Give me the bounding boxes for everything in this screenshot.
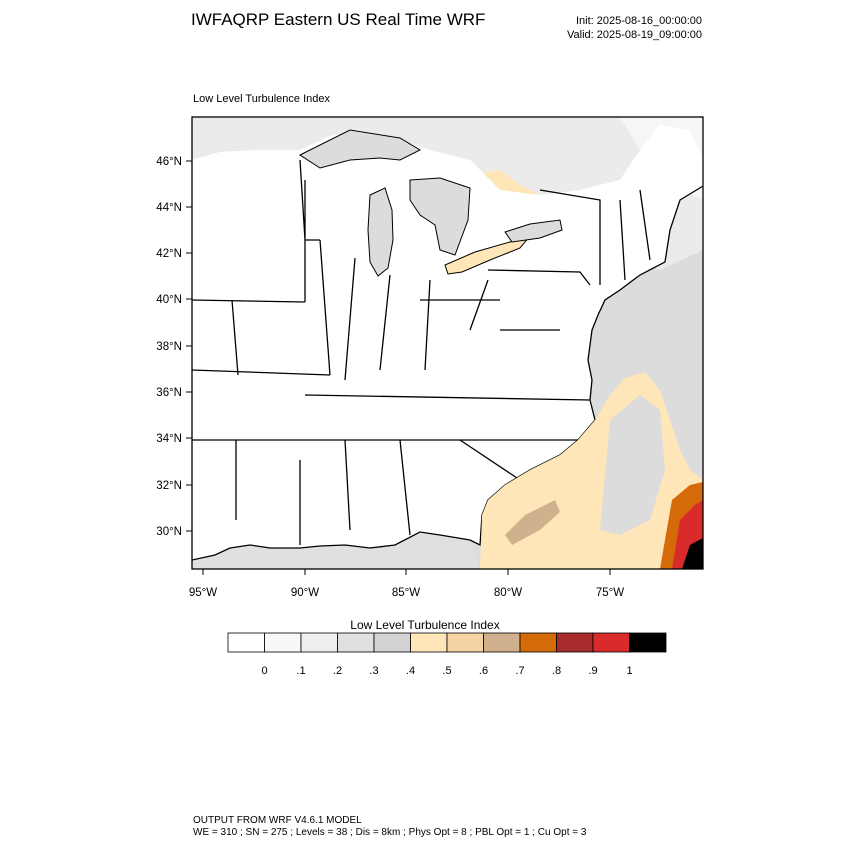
lat-label: 30°N bbox=[156, 526, 182, 538]
lon-label: 90°W bbox=[291, 587, 319, 599]
gulf-stream-grey bbox=[600, 395, 665, 535]
lat-label: 38°N bbox=[156, 341, 182, 353]
map-subtitle: Low Level Turbulence Index bbox=[193, 93, 330, 105]
lat-label: 46°N bbox=[156, 156, 182, 168]
colorbar-swatch bbox=[264, 632, 302, 653]
black-core bbox=[682, 538, 703, 569]
colorbar-tick-label: .1 bbox=[296, 665, 305, 677]
map-frame bbox=[191, 116, 704, 570]
lake-huron bbox=[409, 177, 471, 256]
latitude-axis: 46°N 44°N 42°N 40°N 38°N 36°N 34°N 32°N 30°N bbox=[156, 156, 192, 538]
lon-label: 95°W bbox=[189, 587, 217, 599]
lon-label: 80°W bbox=[494, 587, 522, 599]
colorbar-swatch bbox=[629, 632, 667, 653]
footer-line-2: WE = 310 ; SN = 275 ; Levels = 38 ; Dis … bbox=[193, 827, 587, 838]
colorbar-swatch bbox=[227, 632, 265, 653]
colorbar-tick-label: .6 bbox=[479, 665, 488, 677]
colorbar-tick-label: .8 bbox=[552, 665, 561, 677]
colorbar-tick-label: .5 bbox=[442, 665, 451, 677]
lon-label: 85°W bbox=[392, 587, 420, 599]
init-time: Init: 2025-08-16_00:00:00 bbox=[576, 15, 702, 27]
colorbar: 0 .1 .2 .3 .4 .5 .6 .7 .8 .9 1 bbox=[227, 632, 667, 677]
lat-label: 42°N bbox=[156, 248, 182, 260]
model-footer: OUTPUT FROM WRF V4.6.1 MODEL WE = 310 ; … bbox=[193, 815, 586, 839]
colorbar-tick-label: .7 bbox=[515, 665, 524, 677]
map-plot-area bbox=[192, 117, 703, 569]
lake-michigan bbox=[367, 187, 394, 277]
colorbar-swatch bbox=[483, 632, 521, 653]
footer-line-1: OUTPUT FROM WRF V4.6.1 MODEL bbox=[193, 815, 362, 826]
colorbar-swatch bbox=[337, 632, 375, 653]
offshore-brown-patch bbox=[505, 500, 560, 545]
page-title: IWFAQRP Eastern US Real Time WRF bbox=[191, 10, 486, 29]
colorbar-tick-label: .4 bbox=[406, 665, 415, 677]
state-boundaries bbox=[192, 159, 651, 545]
north-field bbox=[192, 117, 703, 270]
colorbar-swatch bbox=[592, 632, 630, 653]
valid-time: Valid: 2025-08-19_09:00:00 bbox=[567, 29, 702, 41]
colorbar-tick-label: 0 bbox=[261, 665, 267, 677]
lake-superior bbox=[298, 129, 422, 169]
run-times: Init: 2025-08-16_00:00:00 Valid: 2025-08… bbox=[567, 14, 702, 42]
colorbar-swatch bbox=[410, 632, 448, 653]
lat-label: 36°N bbox=[156, 387, 182, 399]
longitude-axis: 95°W 90°W 85°W 80°W 75°W bbox=[189, 569, 624, 599]
colorbar-swatch bbox=[556, 632, 594, 653]
lat-label: 44°N bbox=[156, 202, 182, 214]
colorbar-swatch bbox=[446, 632, 484, 653]
colorbar-swatch bbox=[373, 632, 411, 653]
colorbar-swatch bbox=[300, 632, 338, 653]
colorbar-tick-label: .9 bbox=[588, 665, 597, 677]
lake-ontario bbox=[504, 219, 563, 243]
colorbar-tick-label: 1 bbox=[626, 665, 632, 677]
colorbar-swatch bbox=[519, 632, 557, 653]
lake-erie bbox=[444, 235, 532, 275]
lat-label: 34°N bbox=[156, 433, 182, 445]
lat-label: 40°N bbox=[156, 294, 182, 306]
colorbar-title: Low Level Turbulence Index bbox=[350, 618, 500, 632]
colorbar-tick-label: .2 bbox=[333, 665, 342, 677]
lat-label: 32°N bbox=[156, 480, 182, 492]
colorbar-tick-label: .3 bbox=[369, 665, 378, 677]
lon-label: 75°W bbox=[596, 587, 624, 599]
